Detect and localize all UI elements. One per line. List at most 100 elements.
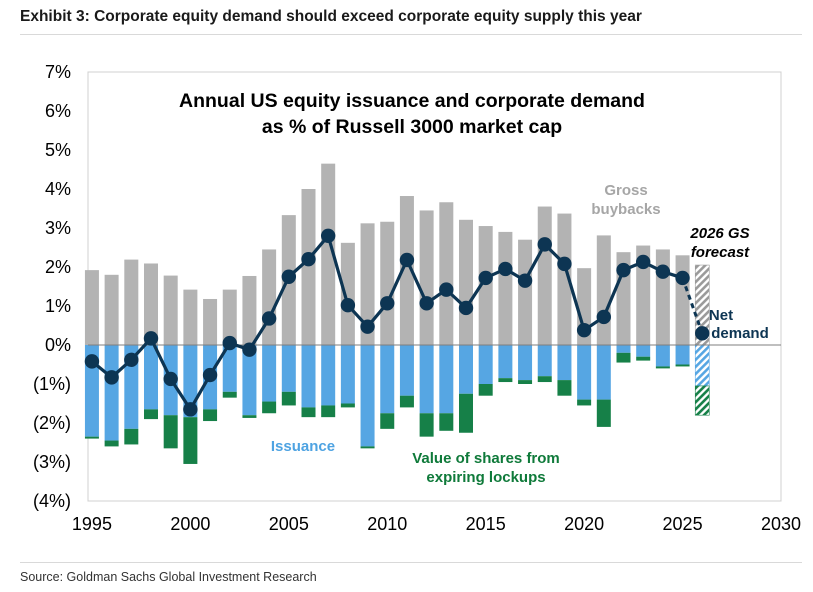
issuance-label: Issuance	[271, 438, 335, 455]
net-demand-point	[360, 319, 375, 334]
chart-title-line-2: as % of Russell 3000 market cap	[262, 116, 562, 138]
lockups-bar	[399, 395, 414, 408]
issuance-bar	[144, 345, 158, 410]
net-demand-point	[498, 261, 513, 277]
net-demand-label-line-2: demand	[711, 325, 769, 342]
y-tick-label: 4%	[45, 179, 71, 199]
buybacks-bar	[596, 235, 611, 345]
net-demand-point	[104, 370, 119, 385]
lockups-bar	[301, 407, 316, 418]
x-tick-label: 2000	[170, 514, 210, 534]
issuance-bar	[616, 345, 631, 353]
y-tick-label: 6%	[45, 101, 71, 121]
net-demand-point	[537, 237, 552, 252]
buybacks-bar	[124, 259, 139, 345]
net-demand-point	[281, 269, 297, 284]
lockups-bar	[478, 384, 493, 396]
x-tick-label: 1995	[72, 514, 112, 534]
issuance-bar	[636, 345, 651, 357]
issuance-bar	[498, 345, 513, 379]
y-tick-label: 2%	[45, 257, 71, 277]
lockups-bar	[340, 403, 355, 408]
net-demand-point	[143, 331, 159, 346]
issuance-bar	[655, 345, 670, 367]
lockups-bar	[557, 380, 572, 396]
net-demand-point	[478, 270, 493, 286]
lockups-bar	[419, 413, 434, 437]
x-tick-label: 2010	[367, 514, 407, 534]
net-demand-point	[557, 256, 572, 272]
net-demand-point	[163, 371, 178, 387]
issuance-bar	[478, 345, 493, 384]
y-tick-label: 0%	[45, 335, 71, 355]
lockups-bar	[380, 413, 395, 429]
buybacks-bar	[203, 298, 218, 345]
buybacks-bar	[419, 210, 434, 345]
buybacks-label-line-2: buybacks	[591, 201, 660, 218]
lockups-bar	[675, 364, 690, 367]
buybacks-bar	[655, 249, 670, 345]
net-demand-point	[380, 296, 395, 311]
equity-demand-chart: 7% 6% 5% 4% 3% 2% 1% 0% (1%) (2%) (3%) (4%) 1995 200…	[33, 62, 801, 534]
buybacks-bar	[360, 223, 375, 345]
lockups-bar	[84, 436, 99, 439]
lockups-bar	[183, 417, 198, 464]
issuance-bar	[242, 345, 257, 416]
net-demand-point	[576, 322, 592, 338]
issuance-bar	[557, 345, 572, 381]
net-demand-point	[222, 335, 237, 351]
forecast-label-line-2: forecast	[691, 244, 750, 261]
buybacks-bar	[380, 221, 395, 345]
buybacks-bar	[242, 275, 257, 345]
buybacks-bar	[675, 255, 690, 345]
net-demand-point	[635, 254, 651, 270]
lockups-bar	[242, 415, 257, 418]
buybacks-bar	[340, 242, 355, 345]
x-tick-label: 2005	[269, 514, 309, 534]
lockups-bar	[124, 428, 139, 445]
y-tick-label: 7%	[45, 62, 71, 82]
buybacks-bar	[478, 226, 493, 345]
title-divider	[20, 34, 802, 35]
buybacks-bar	[439, 202, 454, 345]
buybacks-bar	[498, 231, 513, 345]
issuance-bar	[694, 344, 710, 387]
issuance-bar	[675, 345, 690, 365]
issuance-bar	[419, 345, 434, 414]
lockups-bar	[577, 399, 592, 406]
net-demand-series	[84, 228, 710, 417]
buybacks-bar	[262, 249, 277, 345]
net-demand-point	[261, 311, 277, 326]
issuance-bar	[104, 345, 119, 441]
lockups-bar	[636, 356, 651, 361]
issuance-bar	[459, 345, 473, 394]
buybacks-bar	[183, 289, 198, 345]
buybacks-bar	[518, 239, 533, 345]
issuance-bar	[596, 345, 611, 400]
lockups-bar	[694, 385, 710, 416]
issuance-bar	[518, 345, 533, 381]
lockups-bar	[459, 393, 473, 433]
net-demand-forecast-line	[681, 277, 704, 334]
y-tick-label: (3%)	[33, 452, 71, 472]
chart-title-line-1: Annual US equity issuance and corporate …	[179, 90, 645, 112]
lockups-bar	[439, 413, 454, 431]
buybacks-label-line-1: Gross	[604, 182, 647, 199]
y-tick-label: 1%	[45, 296, 71, 316]
source-note: Source: Goldman Sachs Global Investment …	[20, 570, 317, 584]
buybacks-bar	[104, 274, 119, 345]
net-demand-point	[320, 228, 336, 243]
net-demand-point	[399, 252, 415, 268]
buybacks-bar	[301, 189, 316, 345]
x-tick-label: 2025	[663, 514, 703, 534]
lockups-bar	[104, 440, 119, 447]
buybacks-bar	[399, 196, 414, 345]
net-demand-point	[695, 326, 710, 341]
issuance-bar	[301, 345, 316, 408]
x-tick-label: 2015	[466, 514, 506, 534]
y-tick-label: 3%	[45, 218, 71, 238]
issuance-bar	[360, 345, 375, 447]
lockups-bar	[537, 376, 552, 383]
net-demand-point	[458, 300, 474, 316]
x-tick-label: 2030	[761, 514, 801, 534]
